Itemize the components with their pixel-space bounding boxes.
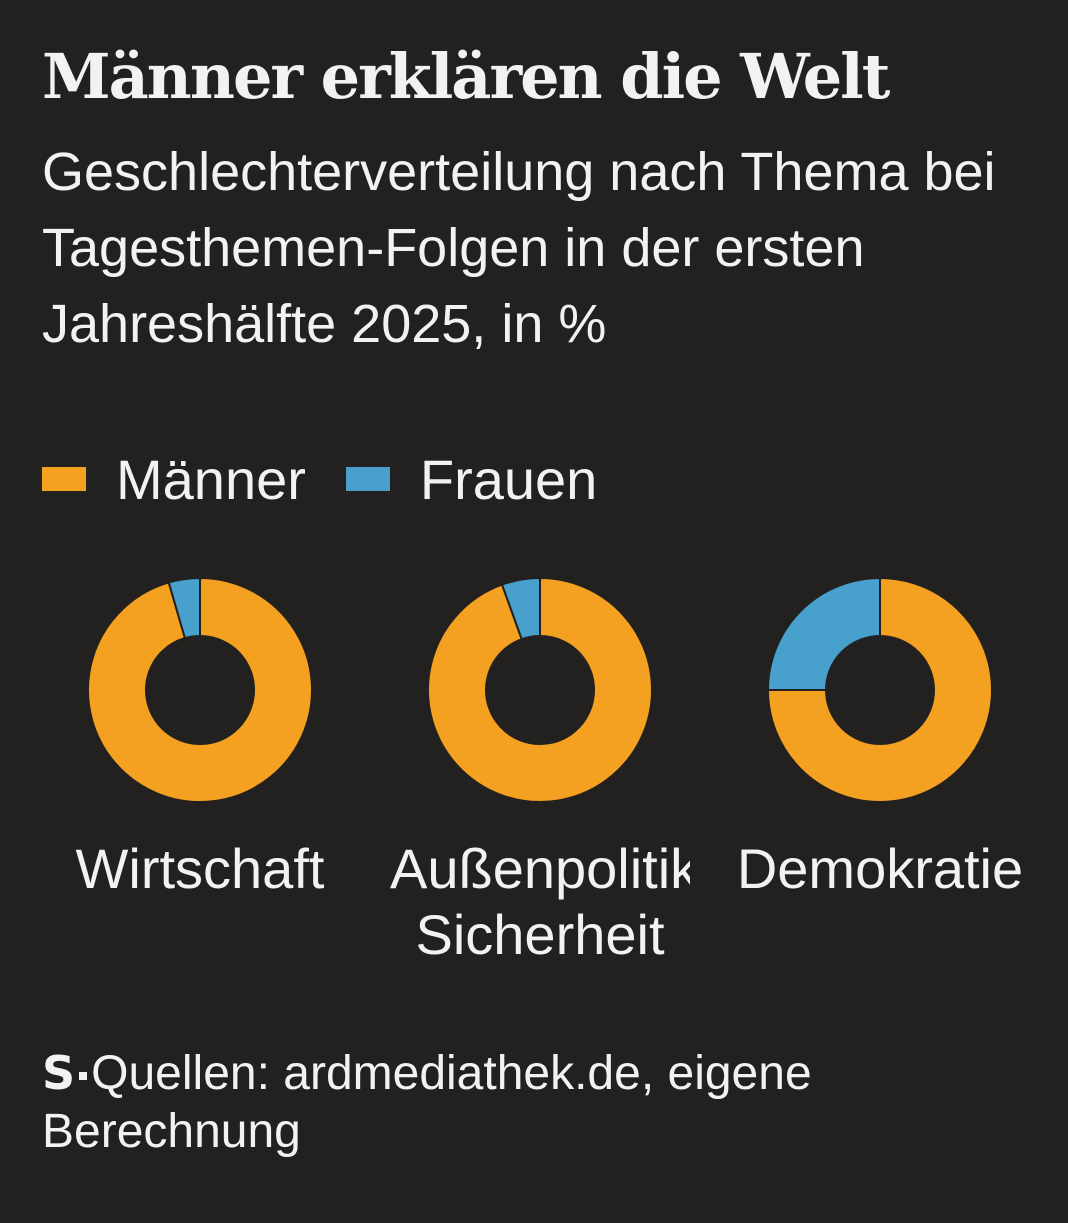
legend-swatch-men xyxy=(42,467,86,491)
source-text: Quellen: ardmediathek.de, eigene Berechn… xyxy=(42,1047,812,1158)
source-footer: S Quellen: ardmediathek.de, eigene Berech… xyxy=(42,1044,1042,1161)
donut-slice-women xyxy=(766,576,881,691)
donut-slice-men xyxy=(766,576,993,803)
category-label-line: Außenpolitik, xyxy=(390,837,690,900)
logo-dot-icon xyxy=(79,1072,88,1081)
category-label-demokratie: Demokratie xyxy=(730,836,1030,902)
chart-title: Männer erklären die Welt xyxy=(42,40,890,113)
category-label-wirtschaft: Wirtschaft xyxy=(50,836,350,902)
donut-slice-women xyxy=(500,576,541,641)
category-label-line: Demokratie xyxy=(736,837,1024,900)
legend-swatch-women xyxy=(345,467,390,491)
category-label-line: Wirtschaft xyxy=(75,837,325,900)
donut-slice-women xyxy=(167,576,201,640)
publisher-logo: S xyxy=(42,1046,76,1100)
donut-charts xyxy=(87,576,993,803)
legend-item-women: Frauen xyxy=(345,447,598,512)
donut-slice-men xyxy=(87,576,313,803)
chart-subtitle: Geschlechterverteilung nach Thema bei Ta… xyxy=(42,142,996,354)
legend: Männer Frauen xyxy=(42,444,637,514)
legend-label-men: Männer xyxy=(116,447,306,511)
donut-slice-men xyxy=(427,576,653,803)
legend-item-men: Männer xyxy=(42,447,306,512)
category-label-aussenpolitik: Außenpolitik, Sicherheit xyxy=(390,836,690,968)
category-label-line: Sicherheit xyxy=(415,903,665,966)
legend-label-women: Frauen xyxy=(419,447,598,511)
